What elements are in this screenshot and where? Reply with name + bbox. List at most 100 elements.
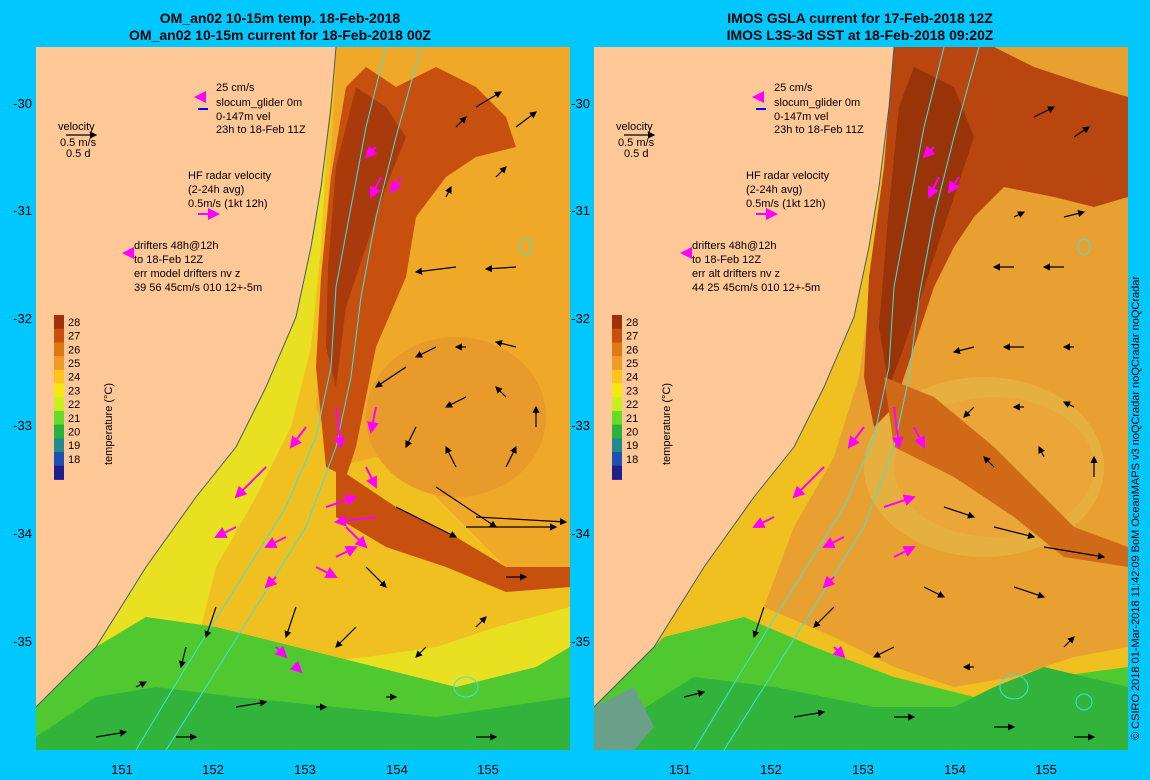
colorbar-swatch (612, 465, 622, 480)
left-map-svg: velocity 0.5 m/s 0.5 d 25 cm/s slocum_gl… (36, 47, 570, 750)
colorbar-swatch (612, 452, 622, 467)
colorbar-tick: 27 (68, 331, 80, 343)
drifters-line2: to 18-Feb 12Z (134, 254, 203, 266)
colorbar-swatch (612, 369, 622, 384)
colorbar-tick: 22 (68, 399, 80, 411)
hf-radar-vectors (214, 145, 402, 674)
sea-temperature-field (36, 47, 570, 750)
y-tick: -33 (13, 418, 32, 433)
y-tick: -34 (571, 526, 590, 541)
drifters-line3: err alt drifters nv z (692, 268, 780, 280)
colorbar-swatch (54, 397, 64, 412)
y-tick: -31 (13, 203, 32, 218)
colorbar-swatch (612, 410, 622, 426)
colorbar-swatch (612, 424, 622, 439)
velocity-value: 0.5 m/s (618, 137, 655, 149)
glider-name: slocum_glider 0m (216, 97, 302, 109)
legend-texts: velocity 0.5 m/s 0.5 d 25 cm/s slocum_gl… (58, 82, 306, 294)
x-tick: 153 (852, 762, 874, 777)
velocity-label: velocity (58, 121, 95, 133)
colorbar-tick: 23 (626, 385, 638, 397)
right-map-svg: velocity 0.5 m/s 0.5 d 25 cm/s slocum_gl… (594, 47, 1128, 750)
bathymetry-contours (693, 47, 1093, 750)
colorbar-tick: 24 (626, 372, 638, 384)
colorbar-tick: 25 (626, 358, 638, 370)
drifters-line4: 39 56 45cm/s 010 12+-5m (134, 282, 262, 294)
colorbar-swatch (612, 342, 622, 357)
drifters-line1: drifters 48h@12h (692, 240, 777, 252)
velocity-label: velocity (616, 121, 653, 133)
colorbar-label: temperature (°C) (661, 383, 673, 465)
hf-radar-vectors (752, 145, 960, 659)
colorbar-tick: 28 (68, 317, 80, 329)
left-title-line2: OM_an02 10-15m current for 18-Feb-2018 0… (129, 27, 431, 43)
glider-legend-arrows (194, 91, 208, 110)
colorbar-tick: 18 (626, 454, 638, 466)
colorbar-tick: 26 (68, 344, 80, 356)
x-tick: 155 (1035, 762, 1057, 777)
velocity-time: 0.5 d (624, 148, 648, 160)
colorbar-tick: 20 (68, 426, 80, 438)
colorbar-swatch (612, 328, 622, 343)
y-tick: -32 (571, 311, 590, 326)
hf-avg: (2-24h avg) (188, 184, 244, 196)
right-title-line2: IMOS L3S-3d SST at 18-Feb-2018 09:20Z (726, 27, 994, 43)
left-panel-title: OM_an02 10-15m temp. 18-Feb-2018 OM_an02… (10, 10, 550, 44)
drifters-line4: 44 25 45cm/s 010 12+-5m (692, 282, 820, 294)
colorbar-tick: 23 (68, 385, 80, 397)
colorbar-tick: 19 (68, 440, 80, 452)
bathymetry-contours (135, 47, 533, 750)
hf-avg: (2-24h avg) (746, 184, 802, 196)
colorbar-swatch (54, 438, 64, 453)
colorbar-swatch (54, 452, 64, 467)
colorbar-swatch (54, 342, 64, 357)
drifters-line3: err model drifters nv z (134, 268, 240, 280)
left-map-panel[interactable]: velocity 0.5 m/s 0.5 d 25 cm/s slocum_gl… (36, 47, 570, 750)
current-vectors (95, 91, 568, 741)
credit-text: © CSIRO 2018 01-Mar-2018 11:42:09 BoM Oc… (1130, 275, 1142, 740)
colorbar-tick: 26 (626, 344, 638, 356)
colorbar-swatch (612, 315, 622, 330)
glider-name: slocum_glider 0m (774, 97, 860, 109)
colorbar-tick: 21 (68, 413, 80, 425)
colorbar-swatch (54, 315, 64, 330)
colorbar-tick: 27 (626, 331, 638, 343)
y-tick: -35 (13, 634, 32, 649)
colorbar-swatch (54, 369, 64, 384)
velocity-value: 0.5 m/s (60, 137, 97, 149)
y-tick: -32 (13, 311, 32, 326)
glider-depth: 0-147m vel (774, 111, 828, 123)
colorbar-tick: 21 (626, 413, 638, 425)
glider-speed: 25 cm/s (774, 82, 813, 94)
y-tick: -31 (571, 203, 590, 218)
velocity-time: 0.5 d (66, 148, 90, 160)
right-map-panel[interactable]: velocity 0.5 m/s 0.5 d 25 cm/s slocum_gl… (594, 47, 1128, 750)
colorbar-swatch (54, 410, 64, 426)
colorbar-tick: 28 (626, 317, 638, 329)
glider-time: 23h to 18-Feb 11Z (216, 124, 306, 136)
colorbar-tick: 18 (68, 454, 80, 466)
drifters-line1: drifters 48h@12h (134, 240, 219, 252)
x-tick: 154 (944, 762, 966, 777)
right-title-line1: IMOS GSLA current for 17-Feb-2018 12Z (727, 10, 993, 26)
colorbar-tick: 25 (68, 358, 80, 370)
y-tick: -30 (13, 96, 32, 111)
coastline (594, 47, 895, 708)
y-tick: -35 (571, 634, 590, 649)
left-title-line1: OM_an02 10-15m temp. 18-Feb-2018 (159, 10, 401, 26)
colorbar-swatch (54, 424, 64, 439)
colorbar-tick: 24 (68, 372, 80, 384)
y-tick: -33 (571, 418, 590, 433)
current-vectors (683, 106, 1106, 741)
hf-scale: 0.5m/s (1kt 12h) (746, 198, 825, 210)
x-tick: 153 (294, 762, 316, 777)
colorbar-label: temperature (°C) (103, 383, 115, 465)
x-tick: 152 (760, 762, 782, 777)
hf-scale: 0.5m/s (1kt 12h) (188, 198, 267, 210)
colorbar-tick: 20 (626, 426, 638, 438)
colorbar-swatch (54, 356, 64, 371)
colorbar-swatch (54, 328, 64, 343)
x-tick: 151 (669, 762, 691, 777)
colorbar-swatch (54, 383, 64, 398)
